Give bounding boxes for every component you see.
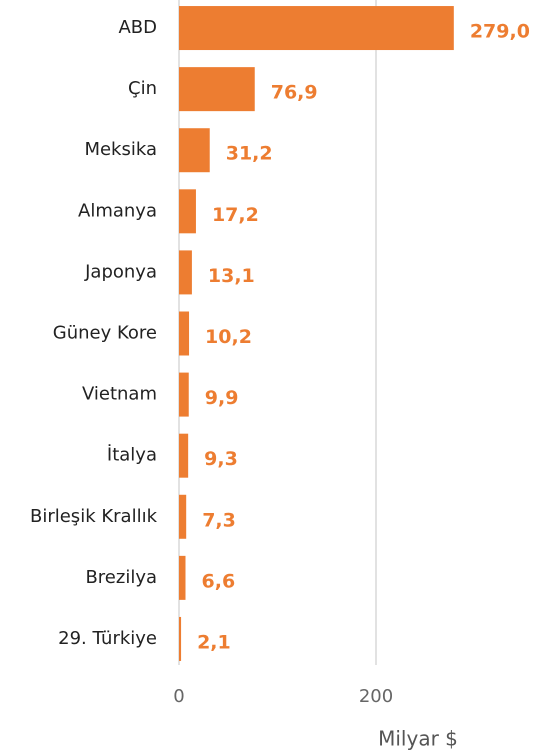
x-axis-label: Milyar $ [378, 727, 458, 751]
x-tick-label: 0 [173, 686, 184, 707]
x-tick-label: 200 [359, 686, 393, 707]
y-tick-label: 29. Türkiye [58, 628, 157, 649]
data-label: 31,2 [226, 143, 273, 165]
data-label: 10,2 [205, 326, 252, 348]
data-label: 17,2 [212, 204, 259, 226]
y-tick-label: Brezilya [85, 567, 157, 588]
y-tick-label: ABD [118, 17, 157, 38]
y-tick-label: Güney Kore [53, 323, 157, 344]
data-label: 2,1 [197, 631, 231, 653]
bar [179, 616, 182, 661]
data-label: 76,9 [271, 82, 318, 104]
bar [179, 494, 187, 539]
data-label: 7,3 [202, 509, 236, 531]
y-tick-label: Japonya [84, 261, 157, 282]
data-label: 6,6 [202, 570, 236, 592]
bar [179, 555, 186, 600]
bar [179, 67, 255, 112]
bar [179, 250, 192, 295]
data-label: 13,1 [208, 265, 255, 287]
y-tick-label: Meksika [84, 139, 157, 160]
data-label: 9,9 [205, 387, 239, 409]
y-tick-label: İtalya [107, 445, 157, 466]
y-tick-label: Birleşik Krallık [30, 506, 158, 527]
bar [179, 433, 189, 478]
data-label: 9,3 [204, 448, 238, 470]
y-tick-label: Vietnam [82, 384, 157, 405]
y-tick-label: Almanya [78, 200, 157, 221]
bar [179, 128, 210, 173]
bar [179, 189, 196, 234]
bar [179, 6, 454, 51]
y-tick-label: Çin [128, 78, 157, 99]
bar [179, 311, 190, 356]
bar [179, 372, 189, 417]
data-label: 279,0 [470, 21, 530, 43]
